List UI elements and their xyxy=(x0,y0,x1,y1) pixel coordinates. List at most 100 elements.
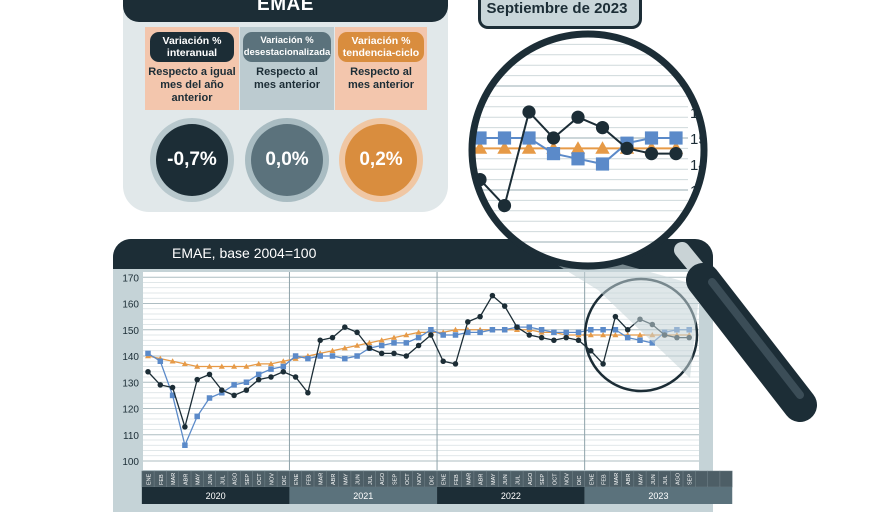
tag-desest: Variación % desestacionalizada xyxy=(243,32,331,62)
point-tendencia-ciclo xyxy=(448,141,462,154)
point-tendencia-ciclo xyxy=(329,347,336,353)
point-desestacionalizada xyxy=(588,327,594,333)
point-original xyxy=(575,337,582,343)
month-label: DIC xyxy=(577,476,583,486)
point-desestacionalizada xyxy=(157,358,164,364)
y-tick-label: 100 xyxy=(122,457,139,468)
month-label: JUN xyxy=(208,474,214,485)
month-label: ENE xyxy=(442,473,448,485)
point-desestacionalizada xyxy=(600,327,606,333)
point-desestacionalizada xyxy=(342,355,348,362)
month-label: JUL xyxy=(220,475,226,485)
point-desestacionalizada xyxy=(243,379,250,385)
indicator-card: EMAE Variación % interanual Respecto a i… xyxy=(123,0,448,212)
lens-rim xyxy=(468,30,708,270)
point-desestacionalizada xyxy=(255,371,262,378)
point-desestacionalizada xyxy=(329,353,336,359)
month-label: ABR xyxy=(183,474,189,485)
point-original xyxy=(255,376,262,383)
month-label: ENE xyxy=(589,473,595,485)
point-desestacionalizada xyxy=(669,131,683,145)
value-interanual: -0,7% xyxy=(156,124,228,196)
point-tendencia-ciclo xyxy=(415,329,422,335)
month-label: MAR xyxy=(171,473,177,485)
value-disc-tendencia: 0,2% xyxy=(339,118,423,202)
point-desestacionalizada xyxy=(546,147,561,161)
y-tick-label: 110 xyxy=(123,431,139,442)
desc-line: mes anterior xyxy=(347,79,415,91)
point-tendencia-ciclo xyxy=(452,326,459,332)
desc-line: mes anterior xyxy=(253,79,321,91)
point-original xyxy=(329,334,336,341)
point-tendencia-ciclo xyxy=(354,342,361,348)
point-desestacionalizada xyxy=(612,327,619,333)
month-label: ABR xyxy=(331,474,337,485)
month-label: MAY xyxy=(491,473,497,485)
tag-tendencia: Variación % tendencia-ciclo xyxy=(338,32,424,62)
point-tendencia-ciclo xyxy=(637,332,643,338)
point-tendencia-ciclo xyxy=(181,360,188,367)
point-desestacionalizada xyxy=(440,332,446,338)
tag-line: Variación % xyxy=(162,35,222,47)
year-band xyxy=(141,487,290,504)
point-original xyxy=(305,390,311,396)
point-original xyxy=(219,387,225,393)
point-original xyxy=(231,392,237,399)
point-original xyxy=(644,147,659,161)
month-label: DIC xyxy=(282,476,288,486)
desc-line: Respecto al xyxy=(350,66,412,78)
point-tendencia-ciclo xyxy=(243,363,250,369)
point-original xyxy=(169,384,176,391)
point-original xyxy=(669,147,683,161)
month-label: ENE xyxy=(294,473,300,485)
value-tendencia: 0,2% xyxy=(345,124,417,196)
point-tendencia-ciclo xyxy=(218,363,225,369)
month-label: AGO xyxy=(233,472,239,485)
point-original xyxy=(538,334,545,341)
month-label: JUN xyxy=(651,474,657,485)
point-tendencia-ciclo xyxy=(169,358,176,364)
point-tendencia-ciclo xyxy=(521,141,537,154)
magnifier-handle xyxy=(686,263,817,422)
point-original xyxy=(501,303,508,309)
point-tendencia-ciclo xyxy=(391,334,397,340)
month-label: FEB xyxy=(602,474,608,485)
point-desestacionalizada xyxy=(194,413,200,420)
point-original xyxy=(620,141,634,155)
point-original xyxy=(452,361,459,367)
point-tendencia-ciclo xyxy=(600,332,607,338)
point-tendencia-ciclo xyxy=(280,358,287,364)
point-desestacionalizada xyxy=(644,131,659,145)
point-desestacionalizada xyxy=(449,137,462,150)
plot-area xyxy=(143,272,699,470)
month-label: OCT xyxy=(257,473,263,485)
month-cell xyxy=(695,470,708,488)
point-tendencia-ciclo xyxy=(472,141,488,154)
month-label: MAR xyxy=(319,473,325,485)
point-original xyxy=(522,105,536,119)
point-original xyxy=(595,121,610,135)
month-label: AGO xyxy=(380,472,386,485)
point-desestacionalizada xyxy=(403,340,410,346)
point-desestacionalizada xyxy=(354,353,360,359)
month-label: DIC xyxy=(429,476,435,486)
point-original xyxy=(428,332,434,338)
point-original xyxy=(551,337,557,343)
year-label: 2023 xyxy=(648,491,668,501)
month-label: JUN xyxy=(356,474,362,485)
year-label: 2021 xyxy=(353,491,373,501)
point-original xyxy=(600,361,606,367)
point-original xyxy=(571,110,585,124)
month-label: SEP xyxy=(688,474,694,485)
point-desestacionalizada xyxy=(305,355,311,362)
point-desestacionalizada xyxy=(571,152,585,166)
point-original xyxy=(489,292,496,299)
month-label: NOV xyxy=(270,473,276,485)
lens-y-tick-label: 160 xyxy=(690,79,715,96)
point-desestacionalizada xyxy=(452,332,459,338)
month-label: OCT xyxy=(405,473,411,485)
month-label: JUL xyxy=(663,475,669,485)
month-label: AGO xyxy=(528,472,534,485)
point-desestacionalizada xyxy=(522,131,536,145)
point-desestacionalizada xyxy=(415,334,422,341)
